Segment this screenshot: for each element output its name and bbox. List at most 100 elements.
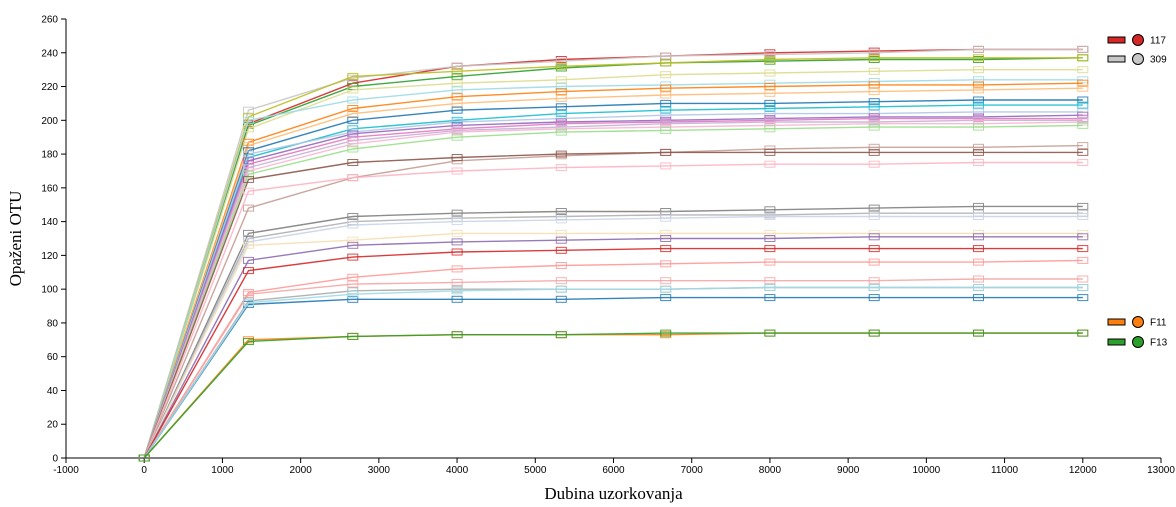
data-point-marker [1077,45,1089,53]
data-point-marker [764,277,776,285]
data-point-marker [347,145,359,153]
series-line [143,332,1083,459]
legend-item-117[interactable]: 117 [1107,34,1166,47]
data-point-marker [243,106,254,114]
data-point-marker [451,133,463,141]
x-tick-label: 1000 [211,465,234,476]
series-line [143,278,1083,459]
data-point-marker [764,105,776,112]
data-point-marker [243,229,254,237]
legend-item-309[interactable]: 309 [1107,53,1167,66]
series-line [143,79,1083,459]
data-point-marker [868,103,880,111]
data-point-marker [660,71,672,79]
data-point-marker [555,236,567,244]
legend-label: 117 [1150,36,1166,47]
data-point-marker [660,162,672,170]
y-tick-label: 200 [41,116,58,127]
series-line [143,99,1083,459]
data-point-marker [451,278,463,286]
data-point-marker [973,284,984,291]
legend-item-F13[interactable]: F13 [1107,336,1168,349]
series-line [143,124,1083,459]
data-point-marker [868,88,880,96]
data-point-marker [243,175,254,183]
legend-item-F11[interactable]: F11 [1107,316,1167,329]
data-point-marker [660,99,672,107]
series-29 [138,284,1089,462]
series-309 [138,45,1089,462]
data-point-marker [764,294,776,302]
data-point-marker [347,295,359,303]
x-tick-label: 11000 [991,465,1019,476]
data-point-marker [451,93,463,101]
y-tick-label: 260 [41,15,58,26]
data-point-marker [868,123,880,131]
data-point-marker [764,83,776,90]
data-point-marker [1077,233,1089,241]
y-tick-label: 80 [47,318,59,329]
data-point-marker [660,294,672,302]
data-point-marker [347,116,359,124]
series-line [143,286,1083,459]
data-point-marker [973,148,984,156]
data-point-marker [555,331,567,339]
data-point-marker [973,45,984,53]
data-point-marker [1077,275,1089,283]
data-point-marker [1077,54,1089,62]
data-point-marker [973,275,984,283]
data-point-marker [764,148,776,156]
data-point-marker [868,143,880,151]
legend-circle-swatch [1132,34,1144,46]
y-axis-title: Opaženi OTU [6,191,25,287]
data-point-marker [764,284,776,291]
data-point-marker [243,170,254,178]
series-4 [138,66,1089,462]
data-point-marker [243,116,254,124]
x-tick-label: -1000 [53,465,79,476]
series-line [143,151,1083,459]
data-point-marker [660,148,672,156]
data-point-marker [868,284,880,291]
data-point-marker [764,56,776,63]
data-point-marker [764,110,776,118]
data-point-marker [764,245,776,253]
data-point-marker [451,167,463,175]
data-point-marker [347,273,359,281]
data-point-marker [451,218,463,226]
data-point-marker [347,221,359,229]
legend: 117 309 F11 F13 [1107,34,1168,349]
data-point-marker [451,67,463,75]
data-point-marker [243,150,254,158]
series-2 [138,54,1089,462]
data-point-marker [868,54,880,62]
data-point-marker [660,84,672,92]
data-point-marker [1077,329,1089,337]
data-point-marker [243,256,254,264]
series-line [143,111,1083,459]
data-point-marker [243,204,254,212]
data-point-marker [868,81,880,89]
data-point-marker [660,59,672,67]
data-point-marker [973,123,984,131]
y-tick-label: 60 [47,352,59,363]
data-point-marker [243,187,254,195]
series-line [143,215,1083,459]
data-point-marker [555,57,567,65]
series-line [143,117,1083,459]
data-point-marker [973,159,984,166]
data-point-marker [660,235,672,242]
data-point-marker [555,246,567,254]
series-layer [138,45,1089,462]
series-line [143,114,1083,459]
series-26 [138,275,1089,462]
data-point-marker [451,128,463,136]
data-point-marker [555,103,567,111]
series-line [143,205,1083,459]
series-F13 [138,329,1089,462]
series-line [143,119,1083,459]
series-21 [138,213,1089,462]
series-20 [138,209,1089,462]
data-point-marker [660,229,672,237]
